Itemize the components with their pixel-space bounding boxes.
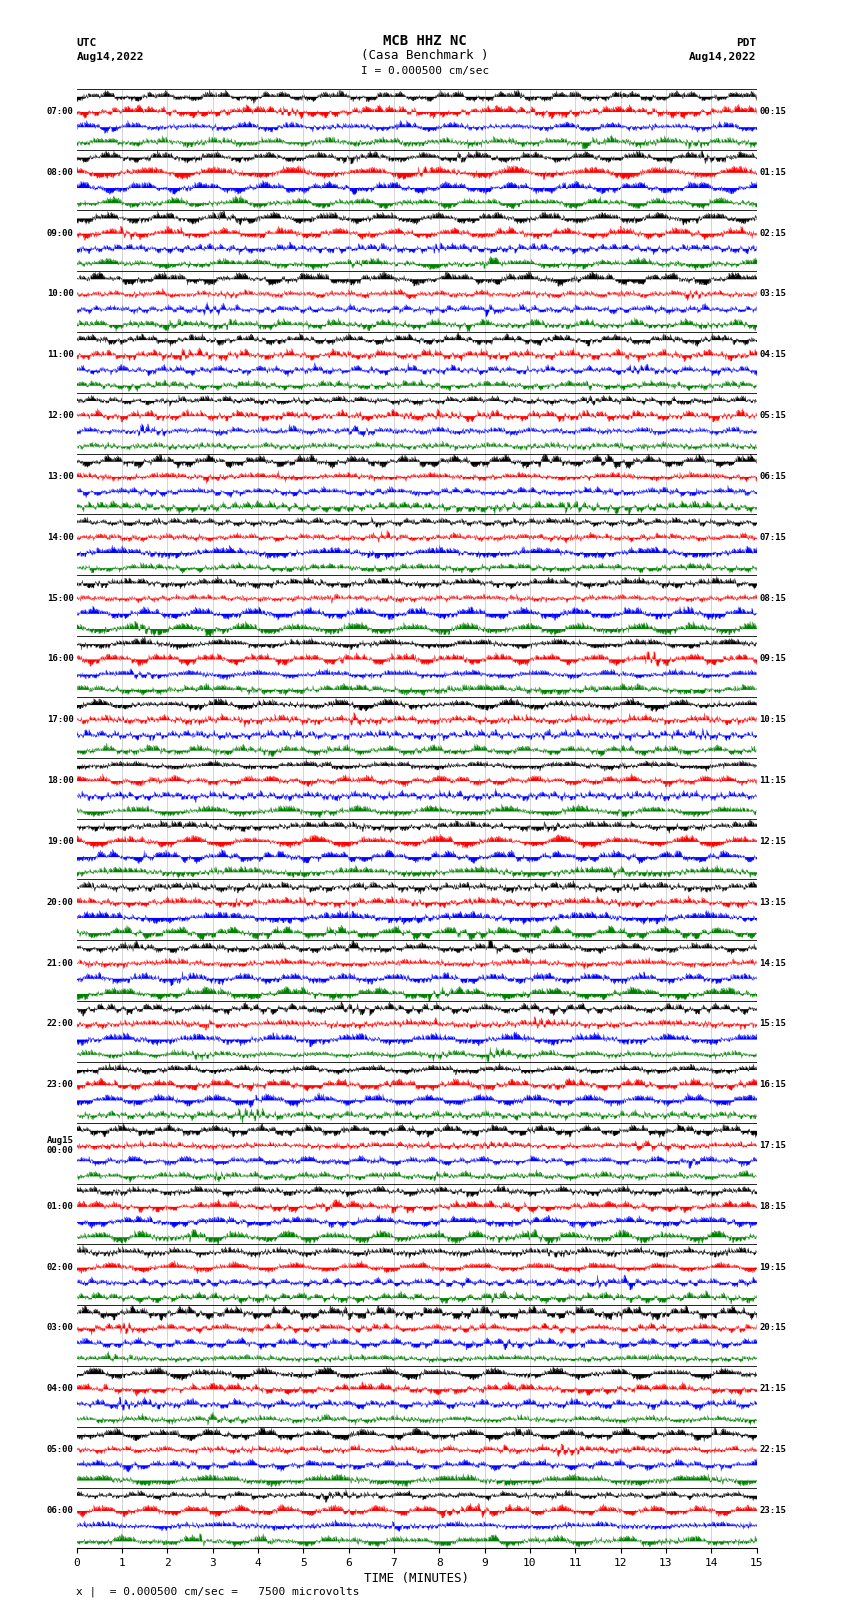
Text: 12:15: 12:15 <box>759 837 786 845</box>
Text: Aug15
00:00: Aug15 00:00 <box>47 1136 74 1155</box>
Text: x |  = 0.000500 cm/sec =   7500 microvolts: x | = 0.000500 cm/sec = 7500 microvolts <box>76 1586 360 1597</box>
Text: 03:00: 03:00 <box>47 1324 74 1332</box>
Text: Aug14,2022: Aug14,2022 <box>689 52 756 63</box>
Text: 10:00: 10:00 <box>47 289 74 298</box>
Text: PDT: PDT <box>736 37 756 47</box>
Text: 02:15: 02:15 <box>759 229 786 237</box>
Text: 10:15: 10:15 <box>759 715 786 724</box>
Text: 22:00: 22:00 <box>47 1019 74 1029</box>
Text: 09:00: 09:00 <box>47 229 74 237</box>
Text: 17:15: 17:15 <box>759 1140 786 1150</box>
Text: 15:00: 15:00 <box>47 594 74 603</box>
Text: MCB HHZ NC: MCB HHZ NC <box>383 34 467 47</box>
Text: (Casa Benchmark ): (Casa Benchmark ) <box>361 48 489 63</box>
Text: 03:15: 03:15 <box>759 289 786 298</box>
Text: 07:15: 07:15 <box>759 532 786 542</box>
X-axis label: TIME (MINUTES): TIME (MINUTES) <box>364 1573 469 1586</box>
Text: 08:00: 08:00 <box>47 168 74 177</box>
Text: 17:00: 17:00 <box>47 715 74 724</box>
Text: 13:00: 13:00 <box>47 473 74 481</box>
Text: 15:15: 15:15 <box>759 1019 786 1029</box>
Text: 18:00: 18:00 <box>47 776 74 786</box>
Text: 01:15: 01:15 <box>759 168 786 177</box>
Text: 21:00: 21:00 <box>47 958 74 968</box>
Text: 04:15: 04:15 <box>759 350 786 360</box>
Text: 18:15: 18:15 <box>759 1202 786 1211</box>
Text: 06:15: 06:15 <box>759 473 786 481</box>
Text: 14:00: 14:00 <box>47 532 74 542</box>
Text: 07:00: 07:00 <box>47 106 74 116</box>
Text: 00:15: 00:15 <box>759 106 786 116</box>
Text: 02:00: 02:00 <box>47 1263 74 1271</box>
Text: 05:15: 05:15 <box>759 411 786 419</box>
Text: 23:15: 23:15 <box>759 1507 786 1515</box>
Text: UTC: UTC <box>76 37 97 47</box>
Text: 16:15: 16:15 <box>759 1081 786 1089</box>
Text: 21:15: 21:15 <box>759 1384 786 1394</box>
Text: 13:15: 13:15 <box>759 898 786 907</box>
Text: 14:15: 14:15 <box>759 958 786 968</box>
Text: 23:00: 23:00 <box>47 1081 74 1089</box>
Text: 19:00: 19:00 <box>47 837 74 845</box>
Text: 20:00: 20:00 <box>47 898 74 907</box>
Text: 05:00: 05:00 <box>47 1445 74 1455</box>
Text: Aug14,2022: Aug14,2022 <box>76 52 144 63</box>
Text: 08:15: 08:15 <box>759 594 786 603</box>
Text: 01:00: 01:00 <box>47 1202 74 1211</box>
Text: I = 0.000500 cm/sec: I = 0.000500 cm/sec <box>361 66 489 76</box>
Text: 20:15: 20:15 <box>759 1324 786 1332</box>
Text: 12:00: 12:00 <box>47 411 74 419</box>
Text: 11:00: 11:00 <box>47 350 74 360</box>
Text: 06:00: 06:00 <box>47 1507 74 1515</box>
Text: 19:15: 19:15 <box>759 1263 786 1271</box>
Text: 04:00: 04:00 <box>47 1384 74 1394</box>
Text: 09:15: 09:15 <box>759 655 786 663</box>
Text: 16:00: 16:00 <box>47 655 74 663</box>
Text: 22:15: 22:15 <box>759 1445 786 1455</box>
Text: 11:15: 11:15 <box>759 776 786 786</box>
